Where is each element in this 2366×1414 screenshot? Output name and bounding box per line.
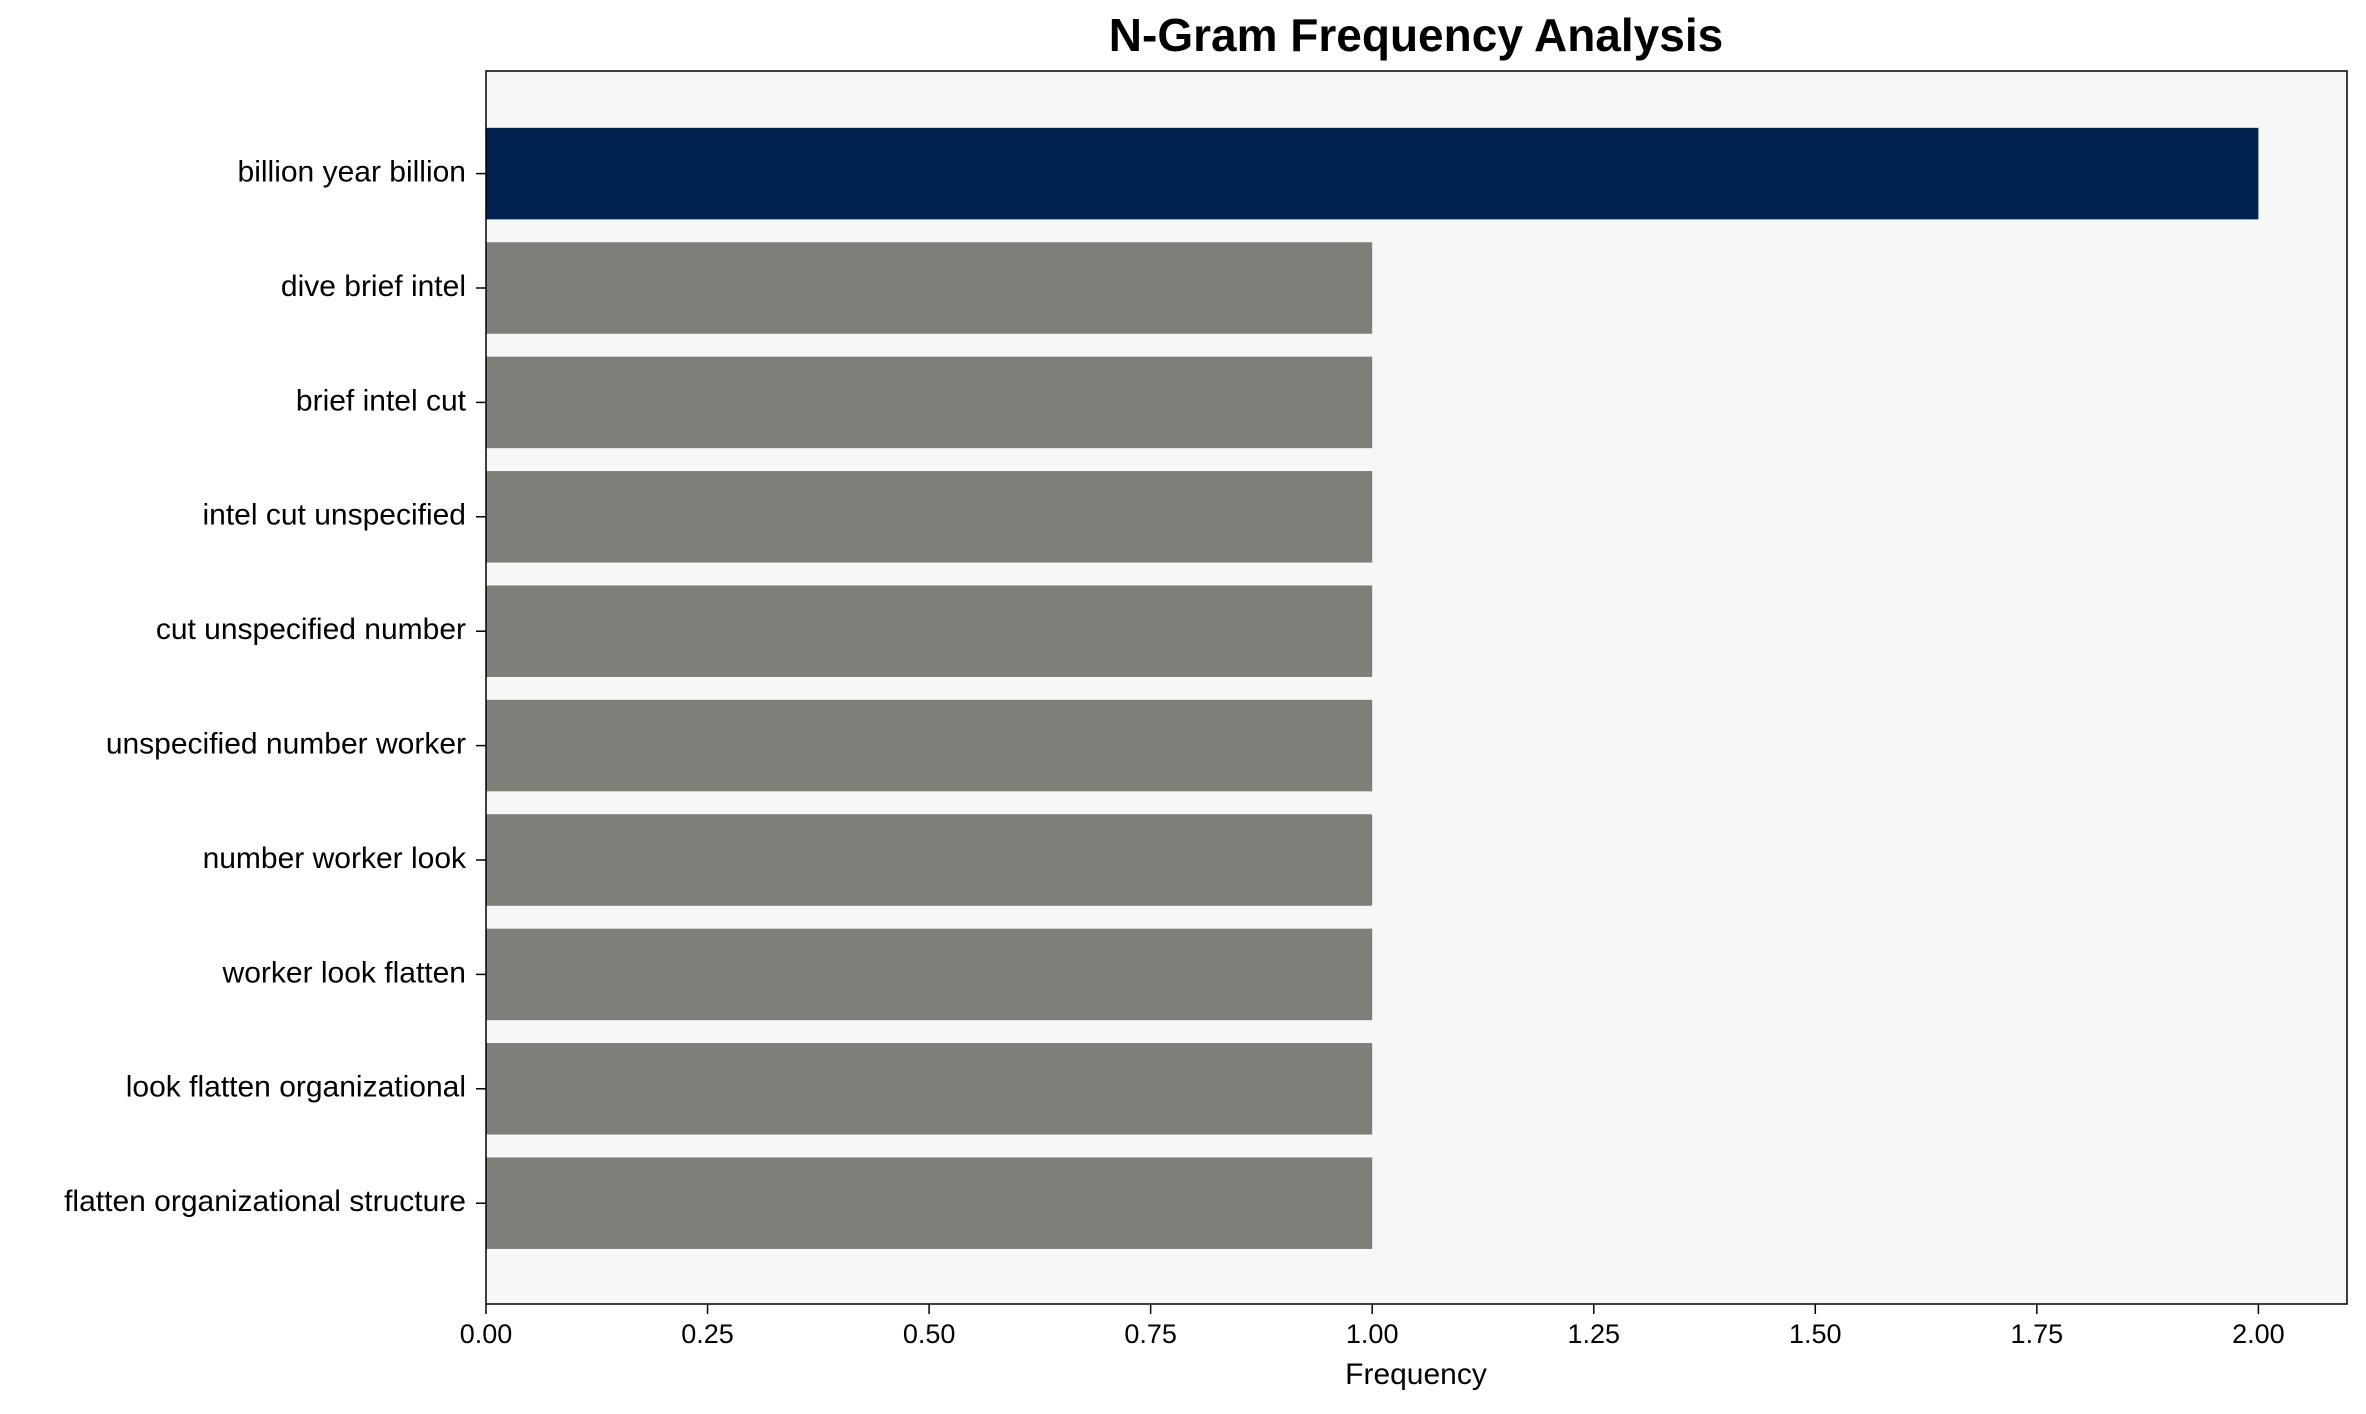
y-tick-label: number worker look	[203, 842, 467, 875]
bar	[486, 699, 1373, 792]
x-tick-label: 1.50	[1789, 1319, 1842, 1349]
y-tick-label: brief intel cut	[296, 384, 467, 417]
chart-title: N-Gram Frequency Analysis	[1109, 9, 1723, 61]
x-tick-label: 1.75	[2011, 1319, 2064, 1349]
bar	[486, 1043, 1373, 1135]
x-tick-label: 0.75	[1124, 1319, 1177, 1349]
y-tick-label: intel cut unspecified	[203, 499, 467, 532]
y-tick-label: dive brief intel	[281, 270, 466, 303]
x-tick-label: 1.25	[1567, 1319, 1620, 1349]
x-tick-label: 0.50	[903, 1319, 956, 1349]
y-tick-label: worker look flatten	[222, 956, 466, 989]
x-tick-label: 2.00	[2232, 1319, 2285, 1349]
y-tick-label: flatten organizational structure	[64, 1185, 466, 1218]
x-axis-label: Frequency	[1345, 1358, 1487, 1391]
bar	[486, 471, 1373, 563]
bar	[486, 585, 1373, 677]
y-tick-label: unspecified number worker	[106, 728, 466, 761]
x-tick-label: 0.25	[681, 1319, 734, 1349]
bar	[486, 127, 2259, 220]
bar	[486, 1157, 1373, 1249]
y-tick-label: look flatten organizational	[126, 1071, 466, 1104]
bar	[486, 356, 1373, 449]
plot-frame	[485, 70, 2348, 1305]
bar	[486, 928, 1373, 1021]
x-tick-label: 0.00	[460, 1319, 513, 1349]
y-tick-label: cut unspecified number	[156, 613, 466, 646]
x-tick-label: 1.00	[1346, 1319, 1399, 1349]
bar	[486, 814, 1373, 906]
y-tick-label: billion year billion	[238, 156, 466, 189]
bar	[486, 242, 1373, 334]
